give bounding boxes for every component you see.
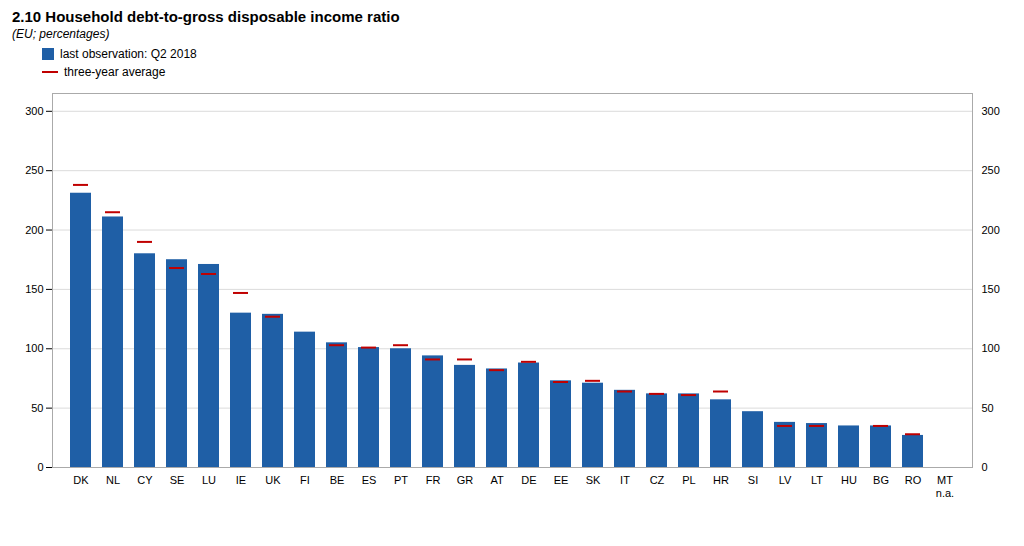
svg-text:EE: EE (554, 474, 569, 486)
svg-text:BG: BG (873, 474, 889, 486)
svg-text:150: 150 (982, 283, 1000, 295)
svg-text:GR: GR (457, 474, 474, 486)
svg-text:DK: DK (73, 474, 89, 486)
svg-text:NL: NL (106, 474, 120, 486)
svg-text:300: 300 (982, 105, 1000, 117)
svg-text:CZ: CZ (650, 474, 665, 486)
svg-text:0: 0 (982, 461, 988, 473)
svg-text:200: 200 (982, 224, 1000, 236)
svg-text:50: 50 (982, 402, 994, 414)
svg-text:SE: SE (170, 474, 185, 486)
svg-text:ES: ES (362, 474, 377, 486)
svg-text:100: 100 (982, 342, 1000, 354)
svg-text:HR: HR (713, 474, 729, 486)
svg-text:50: 50 (31, 402, 43, 414)
svg-text:FI: FI (300, 474, 310, 486)
html-text:three-year average: three-year average (64, 65, 166, 79)
svg-text:AT: AT (490, 474, 504, 486)
svg-text:300: 300 (25, 105, 43, 117)
svg-text:CY: CY (137, 474, 153, 486)
svg-text:FR: FR (426, 474, 441, 486)
svg-text:LU: LU (202, 474, 216, 486)
svg-text:0: 0 (37, 461, 43, 473)
svg-text:RO: RO (905, 474, 922, 486)
svg-text:SI: SI (748, 474, 758, 486)
svg-text:PL: PL (682, 474, 695, 486)
svg-text:BE: BE (330, 474, 345, 486)
svg-text:PT: PT (394, 474, 408, 486)
svg-text:HU: HU (841, 474, 857, 486)
svg-text:IT: IT (620, 474, 630, 486)
svg-text:LV: LV (779, 474, 792, 486)
svg-text:UK: UK (265, 474, 281, 486)
svg-text:LT: LT (811, 474, 823, 486)
html-text:(EU; percentages): (EU; percentages) (12, 27, 110, 41)
svg-text:250: 250 (982, 164, 1000, 176)
svg-text:SK: SK (586, 474, 601, 486)
svg-text:DE: DE (521, 474, 536, 486)
svg-text:MT: MT (937, 474, 953, 486)
html-text:last observation: Q2 2018: last observation: Q2 2018 (60, 47, 197, 61)
svg-text:n.a.: n.a. (936, 487, 954, 499)
svg-text:IE: IE (236, 474, 246, 486)
svg-text:100: 100 (25, 342, 43, 354)
html-text:2.10 Household debt-to-gross d: 2.10 Household debt-to-gross disposable … (12, 8, 400, 25)
svg-text:250: 250 (25, 164, 43, 176)
svg-text:200: 200 (25, 224, 43, 236)
svg-text:150: 150 (25, 283, 43, 295)
